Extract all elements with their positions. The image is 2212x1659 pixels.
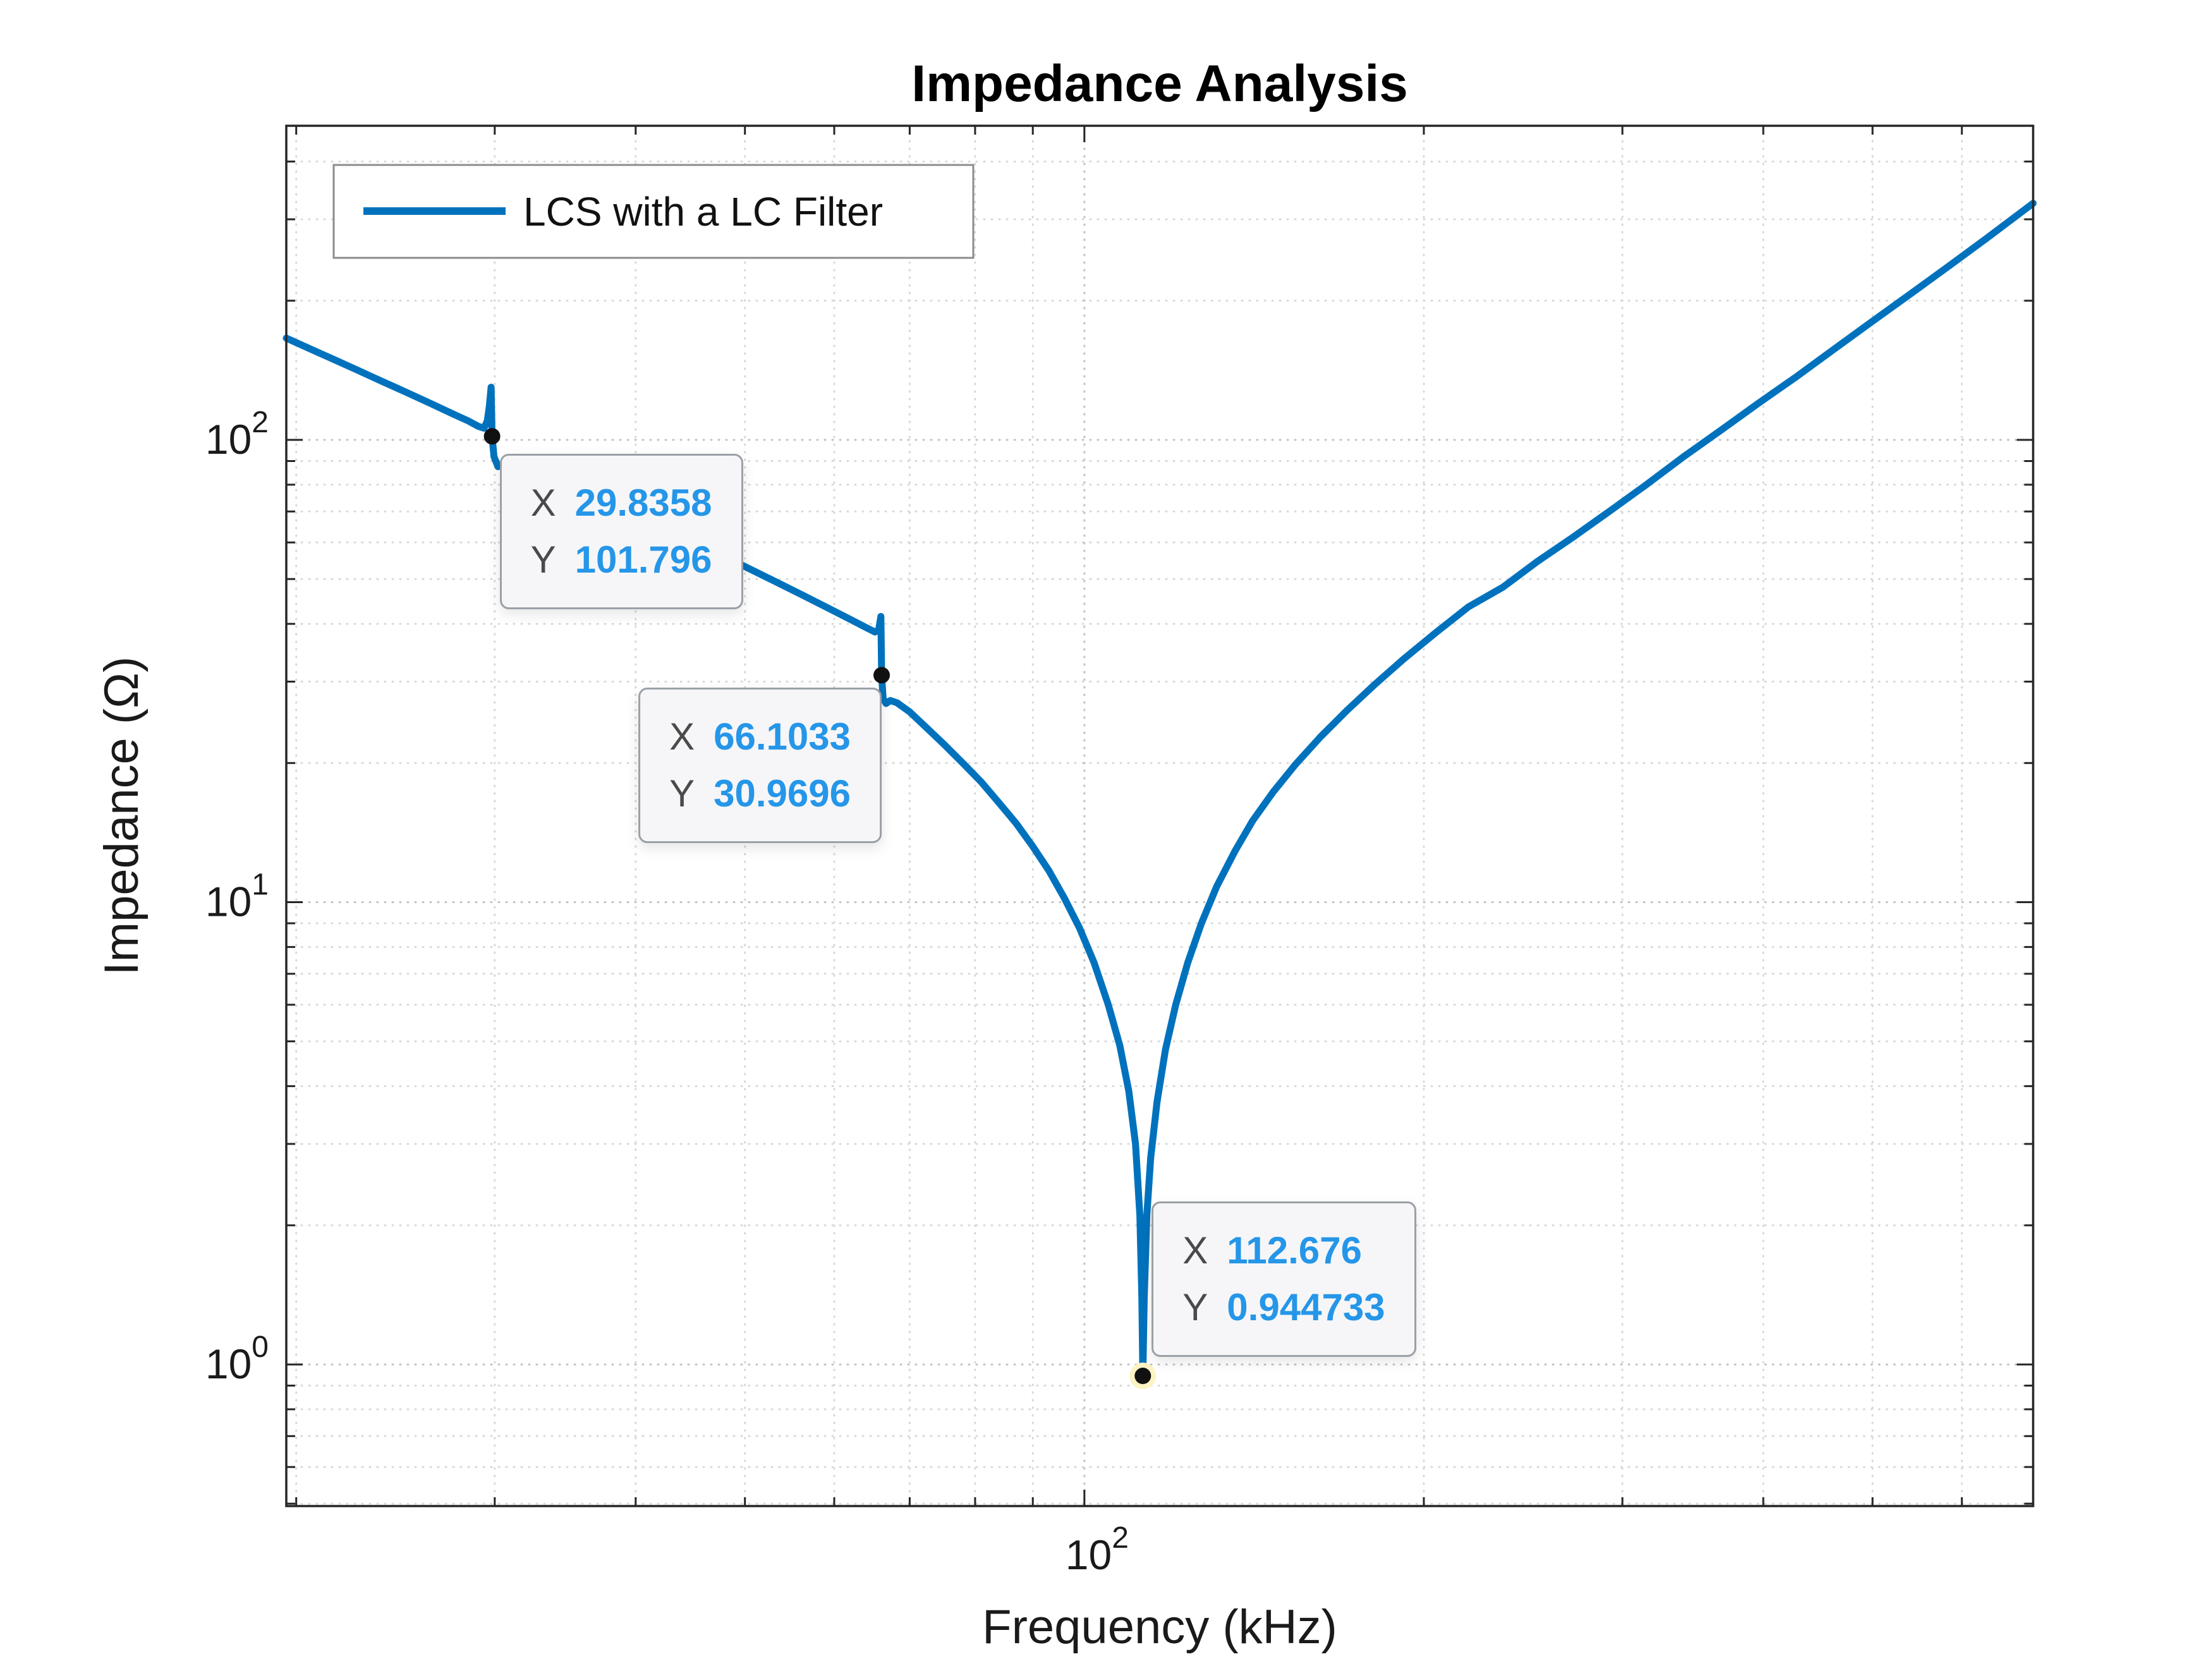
tick-label: 102 (1066, 1521, 1129, 1578)
datatip-marker[interactable] (483, 428, 501, 445)
tick-label: 100 (205, 1330, 269, 1387)
datatip-y-value: 0.944733 (1227, 1286, 1385, 1329)
datatip-x-label: X (669, 715, 695, 758)
y-axis-label: Impedance (Ω) (95, 657, 149, 976)
datatip[interactable]: X 66.1033 Y 30.9696 (638, 688, 882, 844)
datatip-row: Y 0.944733 (1182, 1279, 1385, 1336)
x-axis-label: Frequency (kHz) (982, 1600, 1337, 1654)
datatip-x-label: X (1182, 1229, 1208, 1272)
datatip[interactable]: X 29.8358 Y 101.796 (499, 454, 743, 610)
axes-box (285, 125, 2034, 1507)
datatip-x-value: 66.1033 (714, 715, 851, 758)
tick-label: 101 (205, 868, 269, 925)
datatip-y-value: 101.796 (574, 538, 712, 581)
series-line (283, 200, 2037, 1380)
datatip-row: X 29.8358 (531, 475, 712, 532)
datatip-marker[interactable] (873, 667, 890, 684)
legend: LCS with a LC Filter (332, 164, 975, 259)
datatip-x-label: X (530, 482, 556, 525)
tick-label: 102 (205, 406, 269, 463)
datatip-marker[interactable] (1134, 1368, 1152, 1385)
datatip-x-value: 29.8358 (574, 482, 712, 525)
chart-title: Impedance Analysis (911, 55, 1407, 112)
legend-label: LCS with a LC Filter (523, 189, 883, 234)
datatip[interactable]: X 112.676 Y 0.944733 (1152, 1201, 1416, 1358)
datatip-row: X 112.676 (1182, 1222, 1385, 1279)
datatip-row: Y 30.9696 (669, 765, 851, 822)
plot-layer: 102 102 101 100 (205, 125, 2037, 1578)
datatip-x-value: 112.676 (1227, 1229, 1362, 1272)
datatip-row: X 66.1033 (669, 708, 851, 765)
datatip-y-label: Y (669, 772, 695, 815)
datatip-y-value: 30.9696 (714, 772, 851, 815)
datatip-y-label: Y (1182, 1286, 1208, 1329)
datatip-row: Y 101.796 (531, 532, 712, 588)
datatip-y-label: Y (530, 538, 556, 581)
